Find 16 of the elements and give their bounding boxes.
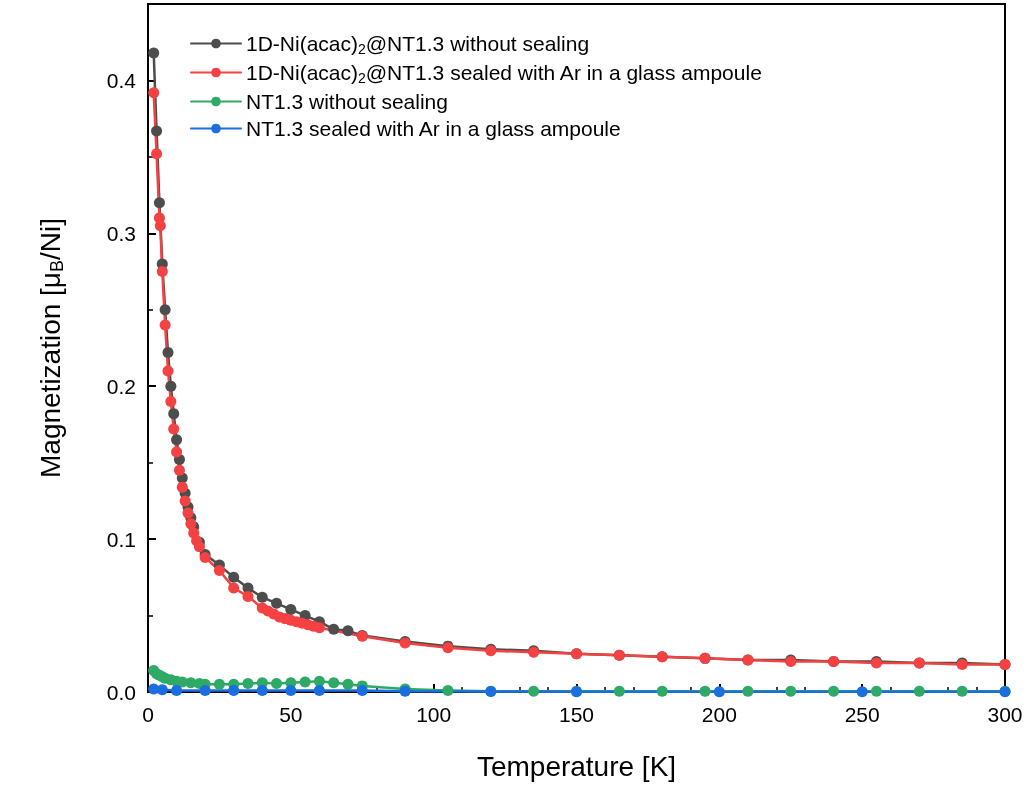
x-tick-label: 250: [844, 703, 880, 726]
y-tick-label: 0.3: [106, 221, 136, 245]
y-tick-label: 0.4: [106, 68, 137, 92]
x-tick-label: 50: [279, 703, 303, 726]
x-axis-title: Temperature [K]: [476, 750, 677, 782]
x-tick-label: 300: [987, 703, 1023, 726]
x-tick-label: 100: [416, 703, 452, 726]
y-tick-label: 0.0: [106, 680, 136, 704]
legend-label: NT1.3 without sealing: [246, 90, 448, 113]
y-axis-title: Magnetization [μB/Ni]: [34, 217, 67, 479]
y-tick-label: 0.1: [106, 527, 136, 551]
y-tick-label: 0.2: [106, 374, 136, 398]
legend-label: NT1.3 sealed with Ar in a glass ampoule: [246, 117, 621, 140]
x-tick-label: 0: [142, 703, 154, 726]
x-tick-label: 200: [701, 703, 737, 726]
x-tick-label: 150: [558, 703, 595, 726]
